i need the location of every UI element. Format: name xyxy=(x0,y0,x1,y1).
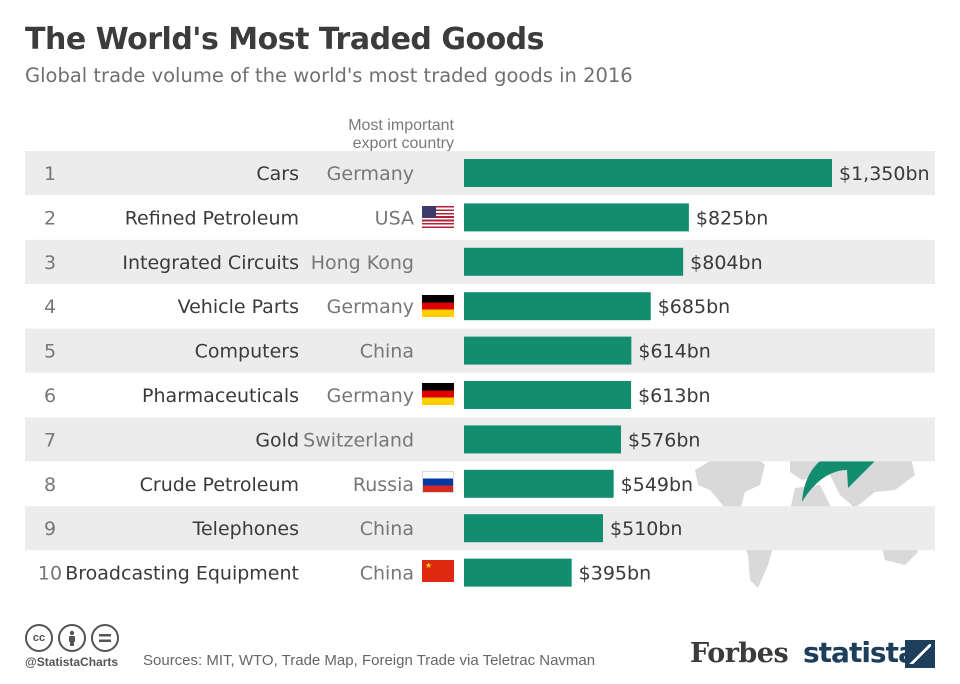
bar xyxy=(464,203,689,232)
category-label: Refined Petroleum xyxy=(125,207,299,229)
category-label: Gold xyxy=(255,429,299,451)
china-flag-icon: ★ xyxy=(422,516,454,538)
value-label: $549bn xyxy=(621,474,693,496)
value-label: $613bn xyxy=(638,385,710,407)
country-label: Switzerland xyxy=(303,429,414,451)
russia-flag-icon xyxy=(422,471,454,493)
switzerland-flag-icon xyxy=(422,427,454,449)
chart-title: The World's Most Traded Goods xyxy=(25,22,545,57)
country-label: China xyxy=(360,563,414,585)
bar xyxy=(464,425,622,454)
china-flag-icon: ★ xyxy=(422,339,454,361)
category-label: Telephones xyxy=(192,518,299,540)
country-label: China xyxy=(360,518,414,540)
bar xyxy=(464,336,632,365)
country-label: Hong Kong xyxy=(311,252,414,274)
row-background xyxy=(25,151,935,195)
usa-flag-icon xyxy=(422,206,454,228)
category-label: Integrated Circuits xyxy=(122,252,299,274)
category-label: Pharmaceuticals xyxy=(142,385,299,407)
rank-label: 2 xyxy=(44,207,56,229)
sources-note: Sources: MIT, WTO, Trade Map, Foreign Tr… xyxy=(143,652,596,669)
bar xyxy=(464,558,572,587)
country-label: Germany xyxy=(327,296,414,318)
upward-trend-arrow-icon xyxy=(802,434,876,502)
rank-label: 5 xyxy=(44,341,56,363)
country-label: Germany xyxy=(327,163,414,185)
bar xyxy=(464,247,684,276)
rank-label: 1 xyxy=(44,163,56,185)
row-background xyxy=(25,239,935,284)
value-label: $685bn xyxy=(658,296,730,318)
rank-label: 7 xyxy=(44,429,56,451)
country-label: USA xyxy=(375,207,414,229)
statista-logo[interactable]: statista xyxy=(803,636,917,669)
category-label: Cars xyxy=(256,163,299,185)
category-label: Broadcasting Equipment xyxy=(65,563,299,585)
category-label: Computers xyxy=(195,341,299,363)
china-flag-icon: ★ xyxy=(422,560,454,582)
statista-logo-icon xyxy=(905,640,935,668)
rank-label: 6 xyxy=(44,385,56,407)
bar xyxy=(464,159,832,187)
rank-label: 4 xyxy=(44,296,56,318)
value-label: $395bn xyxy=(579,563,651,585)
rank-label: 3 xyxy=(44,252,56,274)
bar xyxy=(464,514,604,543)
no-derivatives-icon xyxy=(91,624,119,652)
country-label: Russia xyxy=(353,474,414,496)
rank-label: 10 xyxy=(38,563,62,585)
germany-flag-icon xyxy=(422,383,454,405)
bar xyxy=(464,469,614,498)
forbes-logo[interactable]: Forbes xyxy=(690,638,789,669)
cc-icon: cc xyxy=(25,624,53,652)
attribution-icon xyxy=(58,624,86,652)
value-label: $804bn xyxy=(690,252,762,274)
value-label: $1,350bn xyxy=(839,163,930,185)
statista-handle[interactable]: @StatistaCharts xyxy=(25,655,119,669)
chart-subtitle: Global trade volume of the world's most … xyxy=(25,64,633,87)
country-label: Germany xyxy=(327,385,414,407)
country-label: China xyxy=(360,341,414,363)
hong-kong-flag-icon xyxy=(422,250,454,272)
export-country-header: Most important export country xyxy=(348,117,454,152)
row-background xyxy=(25,328,935,373)
value-label: $614bn xyxy=(638,341,710,363)
category-label: Crude Petroleum xyxy=(140,474,299,496)
bar xyxy=(464,292,651,321)
bar xyxy=(464,381,632,409)
license-icons: cc xyxy=(25,624,119,652)
value-label: $825bn xyxy=(696,207,768,229)
rank-label: 9 xyxy=(44,518,56,540)
rank-label: 8 xyxy=(44,474,56,496)
germany-flag-icon xyxy=(422,162,454,184)
germany-flag-icon xyxy=(422,295,454,317)
value-label: $510bn xyxy=(610,518,682,540)
category-label: Vehicle Parts xyxy=(178,296,299,318)
